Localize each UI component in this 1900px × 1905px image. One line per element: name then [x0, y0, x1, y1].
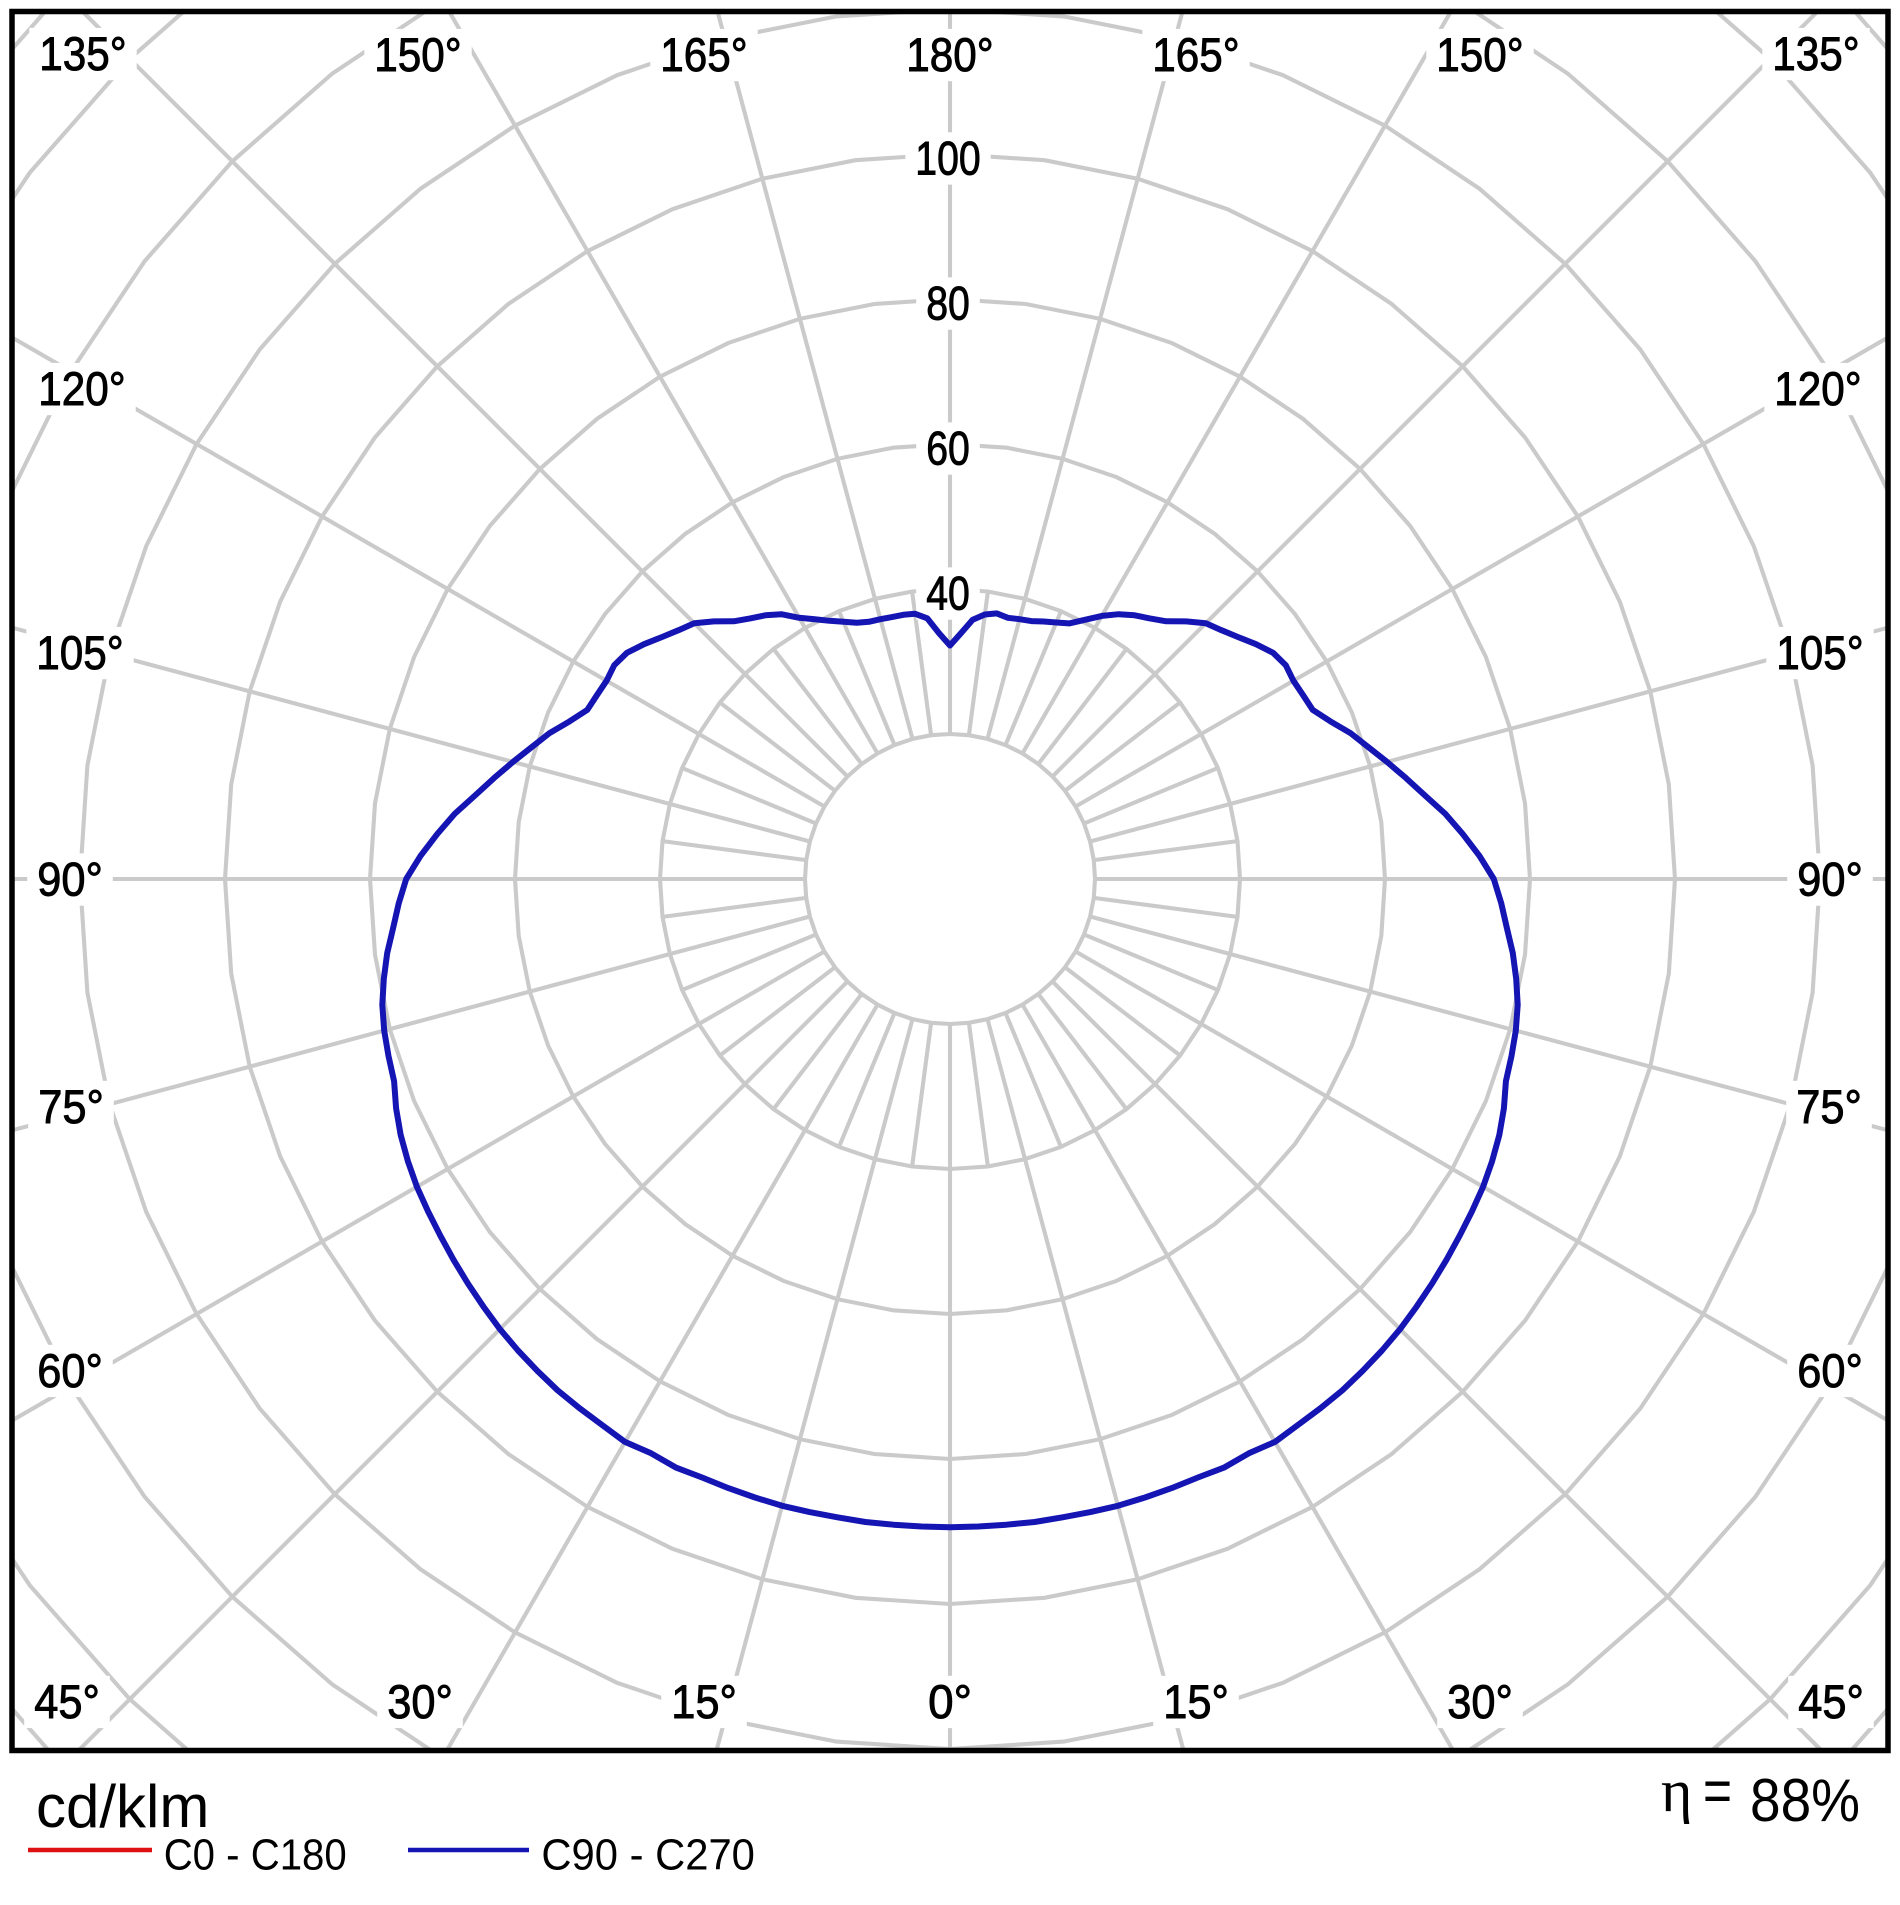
svg-text:150°: 150° [1436, 28, 1523, 81]
svg-text:120°: 120° [1774, 362, 1861, 415]
svg-text:60°: 60° [1797, 1344, 1863, 1397]
svg-text:90°: 90° [37, 853, 103, 906]
svg-text:135°: 135° [1772, 27, 1859, 80]
svg-text:90°: 90° [1797, 853, 1863, 906]
svg-text:150°: 150° [374, 28, 461, 81]
svg-text:η: η [1661, 1758, 1692, 1824]
svg-text:60: 60 [926, 422, 970, 475]
svg-text:=: = [1703, 1757, 1732, 1824]
svg-text:15°: 15° [1163, 1675, 1229, 1728]
svg-text:165°: 165° [1152, 28, 1239, 81]
svg-text:88%: 88% [1750, 1767, 1860, 1834]
svg-text:135°: 135° [39, 27, 126, 80]
svg-text:40: 40 [926, 567, 970, 620]
svg-text:105°: 105° [36, 626, 123, 679]
svg-text:C90 - C270: C90 - C270 [541, 1832, 755, 1880]
svg-text:80: 80 [926, 277, 970, 330]
svg-text:0°: 0° [928, 1675, 972, 1728]
svg-text:75°: 75° [38, 1080, 104, 1133]
svg-text:30°: 30° [387, 1675, 453, 1728]
svg-text:45°: 45° [1798, 1675, 1864, 1728]
svg-text:120°: 120° [38, 362, 125, 415]
svg-text:60°: 60° [37, 1344, 103, 1397]
svg-text:165°: 165° [660, 28, 747, 81]
svg-text:15°: 15° [671, 1675, 737, 1728]
svg-text:180°: 180° [906, 28, 993, 81]
svg-text:100: 100 [915, 132, 980, 185]
svg-text:cd/klm: cd/klm [36, 1773, 209, 1840]
svg-text:105°: 105° [1776, 626, 1863, 679]
svg-text:75°: 75° [1796, 1080, 1862, 1133]
svg-text:C0 - C180: C0 - C180 [164, 1832, 347, 1880]
svg-text:30°: 30° [1447, 1675, 1513, 1728]
svg-text:45°: 45° [34, 1675, 100, 1728]
